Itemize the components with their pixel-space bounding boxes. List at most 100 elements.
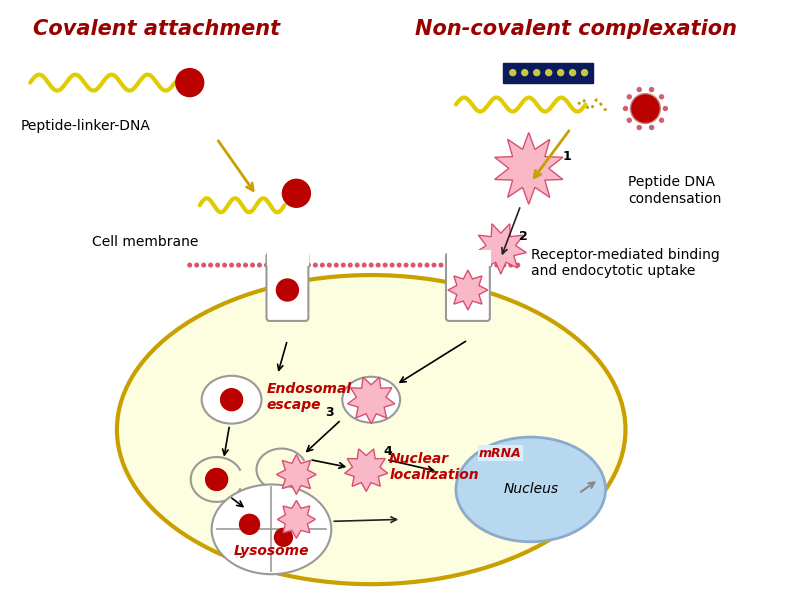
Text: Nuclear
localization: Nuclear localization	[389, 452, 478, 482]
Circle shape	[453, 264, 456, 267]
Circle shape	[630, 93, 660, 124]
Ellipse shape	[342, 377, 400, 423]
Circle shape	[223, 264, 227, 267]
Circle shape	[534, 70, 540, 76]
Circle shape	[488, 264, 492, 267]
Circle shape	[202, 264, 205, 267]
Circle shape	[327, 264, 331, 267]
Circle shape	[287, 466, 305, 483]
Circle shape	[272, 264, 275, 267]
Circle shape	[239, 514, 260, 534]
Text: mRNA: mRNA	[478, 447, 522, 460]
Circle shape	[637, 125, 641, 129]
Bar	[268, 250, 309, 266]
Circle shape	[279, 264, 283, 267]
Circle shape	[283, 179, 310, 207]
Circle shape	[230, 264, 234, 267]
Circle shape	[660, 118, 663, 122]
Text: Lysosome: Lysosome	[234, 544, 309, 558]
Circle shape	[545, 70, 552, 76]
Circle shape	[287, 511, 305, 528]
Circle shape	[293, 264, 296, 267]
Circle shape	[418, 264, 422, 267]
Circle shape	[237, 264, 240, 267]
Circle shape	[286, 264, 290, 267]
Circle shape	[275, 528, 293, 546]
Circle shape	[474, 264, 478, 267]
Text: Covalent attachment: Covalent attachment	[33, 19, 280, 39]
Circle shape	[244, 264, 247, 267]
Circle shape	[637, 87, 641, 92]
Circle shape	[627, 118, 631, 122]
Circle shape	[188, 264, 191, 267]
Circle shape	[627, 95, 631, 99]
FancyBboxPatch shape	[267, 253, 309, 321]
Circle shape	[649, 125, 653, 129]
Circle shape	[349, 264, 352, 267]
Text: Receptor-mediated binding
and endocytotic uptake: Receptor-mediated binding and endocytoti…	[530, 248, 719, 278]
Ellipse shape	[456, 437, 605, 542]
Polygon shape	[276, 454, 316, 495]
Circle shape	[522, 70, 528, 76]
Ellipse shape	[201, 376, 261, 424]
Text: 3: 3	[325, 405, 334, 418]
Circle shape	[376, 264, 380, 267]
Circle shape	[383, 264, 387, 267]
Circle shape	[514, 154, 544, 183]
Circle shape	[257, 264, 261, 267]
Circle shape	[459, 281, 477, 299]
Circle shape	[509, 264, 512, 267]
Text: 2: 2	[519, 230, 527, 243]
Circle shape	[276, 279, 298, 301]
Circle shape	[467, 264, 471, 267]
Circle shape	[369, 264, 373, 267]
Circle shape	[390, 264, 394, 267]
Polygon shape	[348, 377, 395, 424]
Circle shape	[495, 264, 499, 267]
Circle shape	[313, 264, 317, 267]
Circle shape	[570, 70, 575, 76]
Circle shape	[342, 264, 345, 267]
Circle shape	[264, 264, 268, 267]
Circle shape	[490, 237, 512, 259]
Circle shape	[176, 69, 204, 96]
Circle shape	[356, 459, 377, 480]
Circle shape	[660, 95, 663, 99]
Ellipse shape	[212, 485, 331, 574]
FancyBboxPatch shape	[446, 253, 490, 321]
Circle shape	[360, 388, 382, 411]
Circle shape	[320, 264, 324, 267]
Polygon shape	[494, 132, 563, 204]
Circle shape	[460, 264, 464, 267]
Polygon shape	[278, 501, 316, 538]
Circle shape	[216, 264, 220, 267]
Circle shape	[425, 264, 429, 267]
Circle shape	[209, 264, 212, 267]
Polygon shape	[345, 449, 388, 492]
Circle shape	[334, 264, 338, 267]
Circle shape	[220, 389, 242, 411]
Text: Peptide-linker-DNA: Peptide-linker-DNA	[20, 119, 150, 132]
Text: 4: 4	[383, 444, 392, 457]
Text: Cell membrane: Cell membrane	[92, 235, 198, 249]
Circle shape	[663, 106, 667, 111]
Circle shape	[300, 264, 303, 267]
Circle shape	[649, 87, 653, 92]
Circle shape	[510, 70, 515, 76]
Text: Nucleus: Nucleus	[503, 482, 558, 496]
Circle shape	[307, 264, 310, 267]
Circle shape	[405, 264, 408, 267]
Circle shape	[446, 264, 449, 267]
Circle shape	[623, 106, 627, 111]
Circle shape	[481, 264, 485, 267]
Circle shape	[251, 264, 254, 267]
Circle shape	[516, 264, 519, 267]
Text: 1: 1	[563, 150, 571, 163]
Bar	[447, 250, 491, 266]
Circle shape	[195, 264, 198, 267]
Text: Endosomal
escape: Endosomal escape	[267, 382, 352, 412]
Polygon shape	[475, 224, 527, 274]
Polygon shape	[448, 270, 488, 310]
Circle shape	[363, 264, 366, 267]
Circle shape	[432, 264, 436, 267]
